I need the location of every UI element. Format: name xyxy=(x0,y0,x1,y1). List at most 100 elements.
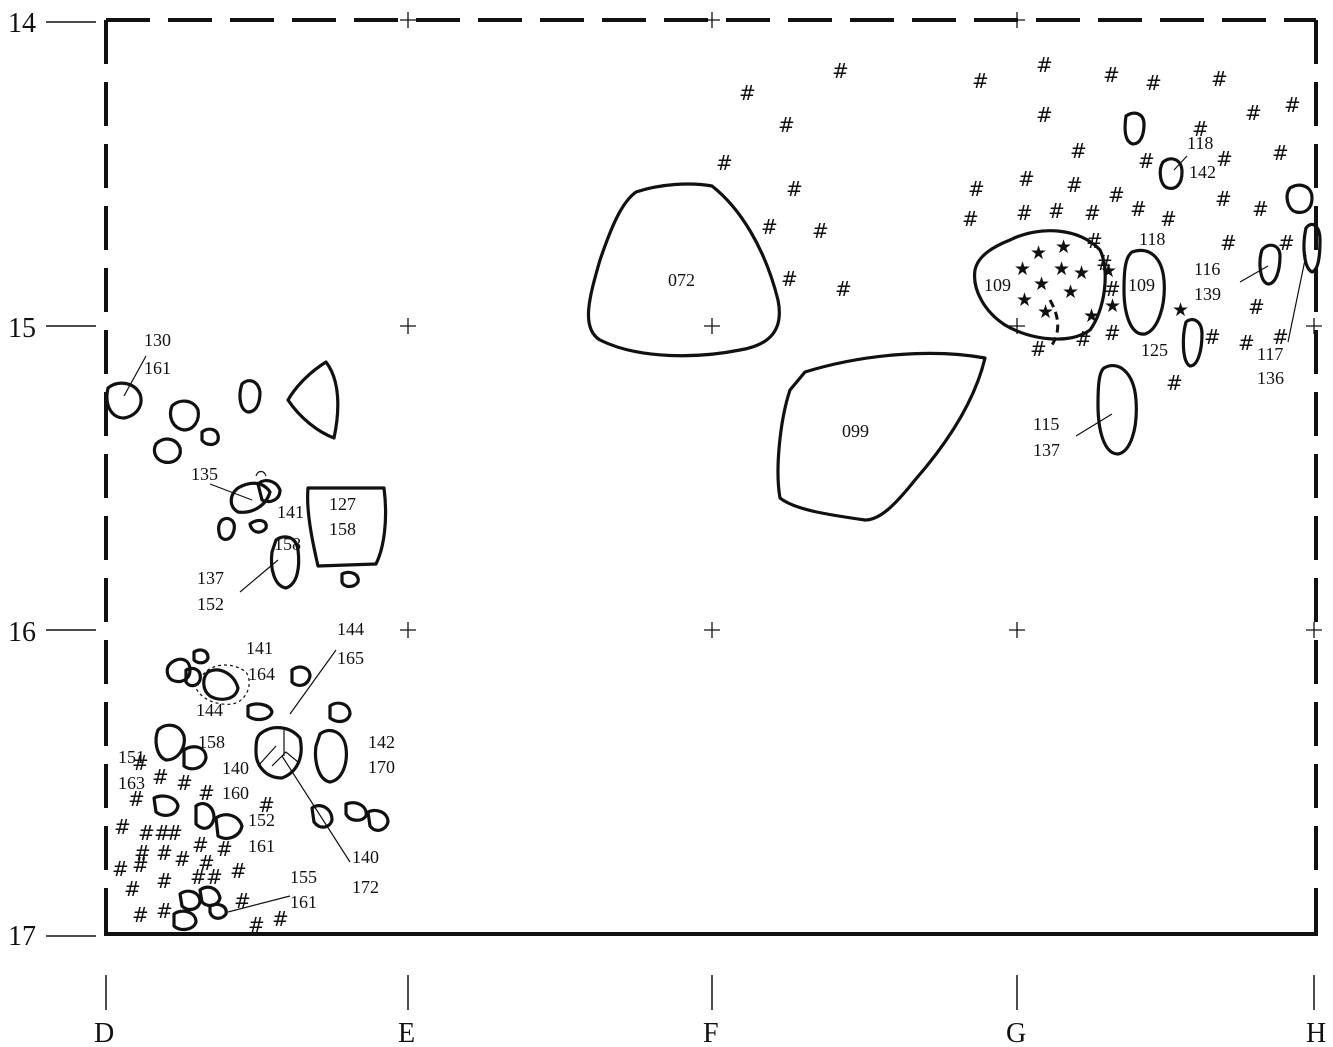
feature-117-label-bottom: 136 xyxy=(1257,368,1284,388)
hash-marker: # xyxy=(128,787,145,811)
stone-outline xyxy=(269,535,301,590)
feature-155-161-label-bottom: 161 xyxy=(290,892,317,912)
stone-outline xyxy=(344,801,368,822)
hash-marker: # xyxy=(1075,327,1092,351)
hash-marker: # xyxy=(835,277,852,301)
left-mid-labels: 130 161 135 141 158 127 158 137 152 xyxy=(123,330,356,614)
stone-outline xyxy=(1302,222,1322,274)
star-marker: ★ xyxy=(1016,289,1033,311)
hash-marker: # xyxy=(166,821,183,845)
feature-152-161-label-bottom: 161 xyxy=(248,836,275,856)
hash-marker: # xyxy=(206,865,223,889)
hash-marker: # xyxy=(786,177,803,201)
feature-142-170-label-bottom: 170 xyxy=(368,757,395,777)
stone-outline xyxy=(165,657,192,684)
hash-marker: # xyxy=(1272,141,1289,165)
hash-marker: # xyxy=(812,219,829,243)
hash-marker: # xyxy=(176,771,193,795)
hash-marker: # xyxy=(132,903,149,927)
feature-144-158-label-bottom: 158 xyxy=(198,732,225,752)
hash-marker: # xyxy=(1130,197,1147,221)
row-label-16: 16 xyxy=(8,617,36,648)
hash-marker: # xyxy=(739,81,756,105)
hash-marker: # xyxy=(1216,147,1233,171)
stone-outline xyxy=(254,726,303,780)
hash-marker: # xyxy=(972,69,989,93)
feature-137-label-top: 137 xyxy=(197,568,224,588)
stone-outline xyxy=(202,668,240,701)
hash-marker: # xyxy=(1245,101,1262,125)
grid-cross xyxy=(400,622,416,638)
stone-outline xyxy=(286,360,340,440)
stone-outline xyxy=(1258,243,1282,286)
left-mid-stones xyxy=(105,360,388,590)
feature-158-label: 158 xyxy=(274,534,301,554)
stone-outline xyxy=(1158,157,1184,190)
hash-marker: # xyxy=(1284,93,1301,117)
stone-outline xyxy=(217,516,236,541)
feature-109b-outline xyxy=(1122,248,1166,336)
hash-marker: # xyxy=(1204,325,1221,349)
stone-outline xyxy=(246,702,274,722)
hash-marker: # xyxy=(1104,321,1121,345)
hash-marker: # xyxy=(1066,173,1083,197)
stone-outline xyxy=(271,730,299,767)
feature-109-division xyxy=(1048,299,1060,346)
hash-marker: # xyxy=(138,821,155,845)
hash-marker: # xyxy=(1016,201,1033,225)
hash-marker: # xyxy=(1096,251,1113,275)
feature-141-label: 141 xyxy=(277,502,304,522)
hash-marker: # xyxy=(198,851,215,875)
grid-cross xyxy=(704,622,720,638)
stone-outline xyxy=(198,885,222,908)
star-marker: ★ xyxy=(1055,236,1072,258)
hash-marker: # xyxy=(248,913,265,937)
feature-072-outline xyxy=(586,182,781,358)
hash-marker: # xyxy=(156,841,173,865)
stone-outline xyxy=(255,470,267,477)
hash-marker: # xyxy=(1036,103,1053,127)
hash-marker: # xyxy=(132,751,149,775)
feature-109-group: 109 109 xyxy=(972,229,1166,346)
hash-marker: # xyxy=(174,847,191,871)
hash-marker: # xyxy=(1084,201,1101,225)
hash-marker: # xyxy=(1103,63,1120,87)
feature-099-outline xyxy=(776,351,987,522)
grid-cross xyxy=(400,12,416,28)
feature-099-label: 099 xyxy=(842,421,869,441)
hash-marker: # xyxy=(156,869,173,893)
hash-marker: # xyxy=(124,877,141,901)
feature-125-label: 125 xyxy=(1141,340,1168,360)
hash-marker: # xyxy=(1220,231,1237,255)
large-features: 072 099 xyxy=(586,182,987,522)
lower-left-stones xyxy=(152,648,390,932)
hash-marker: # xyxy=(258,793,275,817)
feature-116-label-top: 116 xyxy=(1194,259,1220,279)
stone-outline xyxy=(310,804,334,829)
feature-118-label: 118 xyxy=(1139,229,1165,249)
row-label-15: 15 xyxy=(8,313,36,344)
grid-cross xyxy=(704,318,720,334)
col-label-f: F xyxy=(703,1018,719,1047)
col-label-d: D xyxy=(94,1018,114,1047)
hash-marker: # xyxy=(112,857,129,881)
hash-marker: # xyxy=(152,765,169,789)
lower-left-labels: 141 164 144 165 144 158 142 170 151 163 … xyxy=(118,619,395,913)
leader-line xyxy=(281,755,351,863)
stone-outline xyxy=(328,701,352,724)
hash-marker: # xyxy=(190,865,207,889)
feature-151-163-label-bottom: 163 xyxy=(118,773,145,793)
leader-line xyxy=(209,483,253,501)
hash-marker: # xyxy=(1048,199,1065,223)
hash-marker: # xyxy=(1086,229,1103,253)
right-stones xyxy=(1096,111,1322,456)
col-label-h: H xyxy=(1306,1018,1326,1047)
leader-line xyxy=(1075,413,1113,437)
hash-marker: # xyxy=(1192,117,1209,141)
stone-outline xyxy=(1181,318,1204,368)
hash-marker: # xyxy=(716,151,733,175)
hash-markers-upper: # # # # # # # # # # # # # # # # # # # # … xyxy=(716,53,1301,395)
hash-marker: # xyxy=(1104,277,1121,301)
feature-127-label-top: 127 xyxy=(329,494,356,514)
feature-142-170-label-top: 142 xyxy=(368,732,395,752)
